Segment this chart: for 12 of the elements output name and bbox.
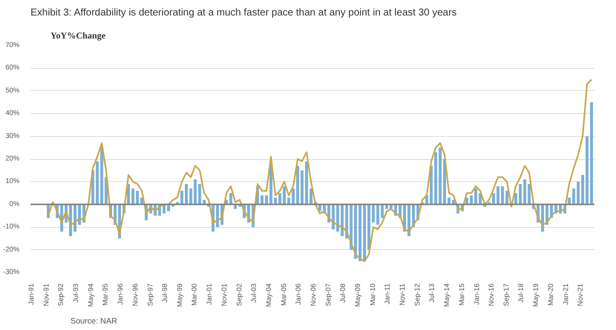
bar	[136, 190, 139, 204]
bar	[528, 184, 531, 204]
line-series	[48, 78, 592, 262]
y-axis-title: YoY%Change	[50, 30, 106, 40]
bar	[184, 184, 188, 204]
bar	[296, 166, 300, 204]
source-note: Source: NAR	[70, 316, 118, 326]
bar	[438, 148, 442, 204]
bar	[198, 184, 202, 204]
bar	[336, 204, 340, 232]
chart-title: Exhibit 3: Affordability is deteriorating at a much faster pace than at any point in at least 30 years	[30, 8, 457, 18]
bar	[376, 204, 380, 225]
